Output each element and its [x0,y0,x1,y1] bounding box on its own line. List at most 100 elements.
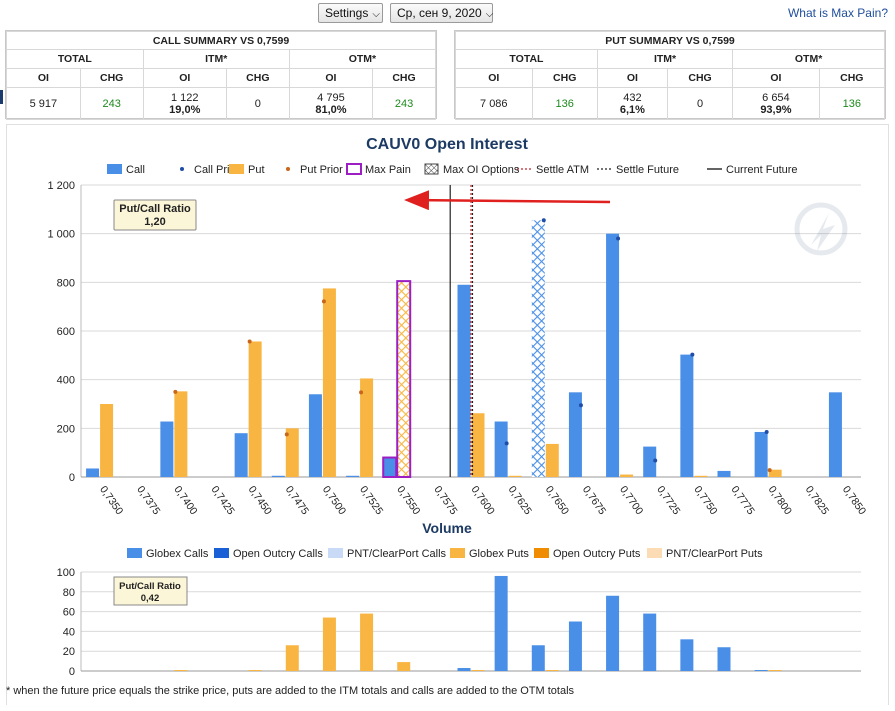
x-tick-label: 0,7500 [320,484,348,517]
x-tick-label: 0,7625 [506,484,534,517]
put-bar [545,443,559,477]
x-tick-label: 0,7600 [469,484,497,517]
call-prior-point [578,403,583,408]
x-tick-label: 0,7425 [209,484,237,517]
legend-item-pnt-clearport-calls: PNT/ClearPort Calls [328,548,447,560]
call-bar [828,392,842,477]
y-tick-label: 60 [63,607,75,619]
legend-item-max-pain: Max Pain [346,163,411,176]
toolbar: Settings ⌵ Ср, сен 9, 2020 ⌵ What is Max P… [0,0,895,28]
date-dropdown[interactable]: Ср, сен 9, 2020 ⌵ [390,3,493,23]
put-prior-point [321,299,326,304]
legend-item-globex-puts: Globex Puts [450,548,529,560]
legend-label: Call [126,164,145,176]
legend-label: Open Outcry Puts [553,548,641,560]
call-bar [643,446,657,477]
total-chg: 136 [531,87,598,120]
watermark-ring [794,202,848,256]
itm-oi-cell: 432 6,1% [596,87,668,120]
watermark-logo-icon [794,202,848,256]
oi-chart-title: CAUV0 Open Interest [366,136,528,153]
call-prior-point [541,218,546,223]
call-bar [754,431,768,477]
legend-swatch-call-prior [180,167,184,171]
call-bar [717,470,731,477]
legend-label: Max Pain [365,164,411,176]
put-prior-point [247,339,252,344]
call-bar [308,394,322,477]
date-label: Ср, сен 9, 2020 [397,6,482,20]
y-tick-label: 1 200 [47,180,75,192]
charts-svg: CAUV0 Open Interest Call Call Prior Put Put … [47,136,868,678]
legend-label: Settle ATM [536,164,589,176]
group-itm: ITM* [596,49,734,69]
put-bar [508,475,522,477]
globex-calls-bar [754,670,768,671]
max-pain-help-link[interactable]: What is Max Pain? [787,6,888,20]
x-tick-label: 0,7550 [394,484,422,517]
call-bar [531,220,545,477]
total-oi: 5 917 [6,87,81,120]
put-summary-title: PUT SUMMARY VS 0,7599 [455,31,885,50]
call-bar [346,475,360,477]
x-tick-label: 0,7700 [617,484,645,517]
put-bar [360,378,374,477]
group-otm: OTM* [732,49,885,69]
put-bar [174,391,188,477]
call-prior-point [764,429,769,434]
left-edge-marker [0,90,3,104]
call-bar [234,433,248,477]
globex-calls-bar [568,621,582,671]
put-bar [100,404,114,477]
ratio-label: Put/Call Ratio [119,581,181,592]
otm-pct: 93,9% [760,103,792,116]
call-summary-title: CALL SUMMARY VS 0,7599 [6,31,436,50]
legend-swatch-put-prior [286,167,290,171]
itm-oi-cell: 1 122 19,0% [142,87,227,120]
y-tick-label: 600 [57,326,75,338]
legend-label: Globex Calls [146,548,209,560]
put-bar [396,280,412,478]
col-chg: CHG [79,68,144,88]
x-tick-label: 0,7800 [766,484,794,517]
globex-calls-bar [680,639,694,671]
legend-label: Put Prior [300,164,343,176]
itm-chg: 0 [225,87,290,120]
x-tick-label: 0,7450 [246,484,274,517]
legend-item-open-outcry-calls: Open Outcry Calls [214,548,323,560]
col-oi: OI [596,68,668,88]
legend-swatch [450,548,465,558]
call-bar [271,475,285,477]
legend-label: Globex Puts [469,548,529,560]
legend-label: PNT/ClearPort Puts [666,548,763,560]
globex-puts-bar [248,670,262,671]
x-tick-label: 0,7525 [357,484,385,517]
itm-pct: 19,0% [169,103,201,116]
y-tick-label: 1 000 [47,229,75,241]
volume-chart-title: Volume [422,520,472,536]
x-tick-label: 0,7825 [803,484,831,517]
call-bar [86,468,100,477]
globex-puts-bar [545,670,559,671]
otm-oi-cell: 6 654 93,9% [732,87,820,120]
legend-label: Max OI Options [443,164,520,176]
call-bar [680,354,694,477]
put-prior-point [173,389,178,394]
globex-puts-bar [285,645,299,671]
settings-dropdown[interactable]: Settings ⌵ [318,3,383,23]
col-oi: OI [455,68,533,88]
x-tick-label: 0,7750 [691,484,719,517]
globex-puts-bar [360,613,374,671]
x-tick-label: 0,7675 [580,484,608,517]
x-tick-label: 0,7375 [134,484,162,517]
call-summary-table: CALL SUMMARY VS 0,7599 TOTAL ITM* OTM* O… [5,30,437,120]
legend-swatch [647,548,662,558]
put-bar [768,469,782,477]
legend-label: Put [248,164,265,176]
put-bar [620,474,634,477]
x-tick-label: 0,7575 [431,484,459,517]
globex-calls-bar [494,575,508,671]
ratio-box-bg [113,576,188,606]
